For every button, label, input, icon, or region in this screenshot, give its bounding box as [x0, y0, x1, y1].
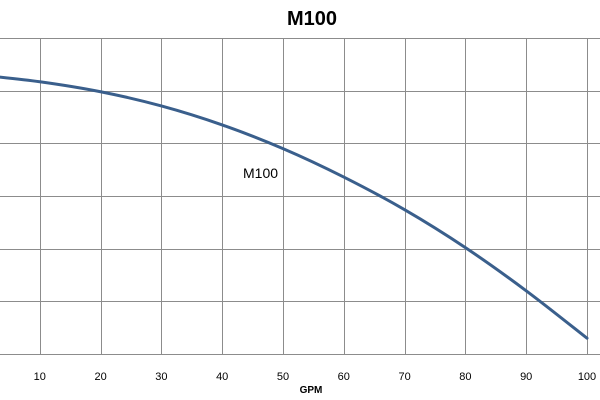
x-tick-label: 10 [34, 371, 46, 383]
x-tick-label: 70 [398, 371, 410, 383]
x-tick-label: 40 [216, 371, 228, 383]
x-tick-label: 80 [459, 371, 471, 383]
x-tick-label: 30 [155, 371, 167, 383]
x-tick-labels: 10 20 30 40 50 60 70 80 90 100 [34, 371, 597, 383]
series-line-m100 [0, 75, 589, 340]
x-tick-label: 60 [338, 371, 350, 383]
chart-title: M100 [287, 8, 337, 30]
x-tick-label: 50 [277, 371, 289, 383]
x-tick-label: 20 [94, 371, 106, 383]
x-axis-label: GPM [300, 385, 323, 396]
plot-grid [0, 38, 600, 355]
x-tick-label: 90 [520, 371, 532, 383]
plot-series [0, 75, 589, 340]
series-label-m100: M100 [243, 165, 278, 181]
x-tick-label: 100 [578, 371, 596, 383]
